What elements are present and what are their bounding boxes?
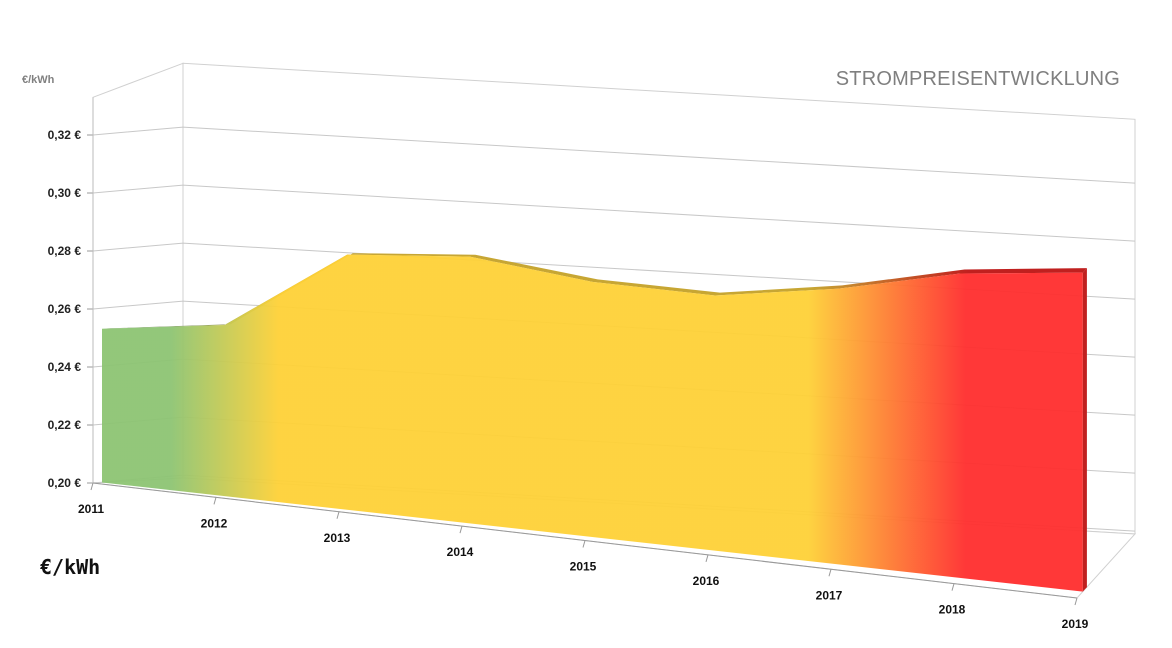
chart-title: STROMPREISENTWICKLUNG — [835, 68, 1120, 90]
x-tick-mark — [1074, 597, 1078, 606]
x-tick-label: 2013 — [324, 531, 351, 545]
area-front-face — [102, 254, 1083, 592]
y-tick-label: 0,28 € — [48, 244, 82, 258]
y-tick-label: 0,22 € — [48, 418, 82, 432]
y-tick-label: 0,26 € — [48, 302, 82, 316]
x-tick-mark — [213, 497, 217, 505]
x-tick-label: 2015 — [570, 560, 597, 574]
unit-label: €/kWh — [40, 555, 101, 579]
x-tick-label: 2018 — [939, 603, 966, 617]
x-tick-label: 2012 — [201, 516, 228, 530]
y-axis-ticks: 0,20 € 0,22 € 0,24 € 0,26 € 0,28 € 0,30 € 0,32… — [48, 97, 94, 490]
y-tick-label: 0,30 € — [48, 186, 82, 200]
x-tick-mark — [951, 583, 955, 591]
x-tick-mark — [459, 525, 463, 534]
y-tick-label: 0,24 € — [48, 360, 82, 374]
gridline — [92, 242, 1136, 300]
area-side-face — [1082, 268, 1087, 592]
y-tick-label: 0,32 € — [48, 128, 82, 142]
x-tick-label: 2016 — [693, 574, 720, 588]
y-axis-unit-label: €/kWh — [22, 74, 55, 86]
x-tick-mark — [828, 569, 832, 577]
x-tick-mark — [582, 540, 586, 548]
x-tick-label: 2014 — [447, 545, 474, 559]
x-tick-label: 2019 — [1062, 617, 1089, 631]
x-tick-label: 2011 — [78, 502, 104, 516]
x-axis-ticks: 2011 2012 2013 2014 2015 2016 2017 2018 2019 — [78, 482, 1089, 631]
gridline — [92, 126, 1136, 184]
gridline — [92, 184, 1136, 242]
x-tick-mark — [336, 511, 340, 519]
data-area — [102, 253, 1087, 592]
x-tick-label: 2017 — [816, 588, 843, 602]
x-tick-mark — [90, 482, 94, 491]
y-tick-label: 0,20 € — [48, 476, 82, 490]
x-tick-mark — [705, 554, 709, 563]
